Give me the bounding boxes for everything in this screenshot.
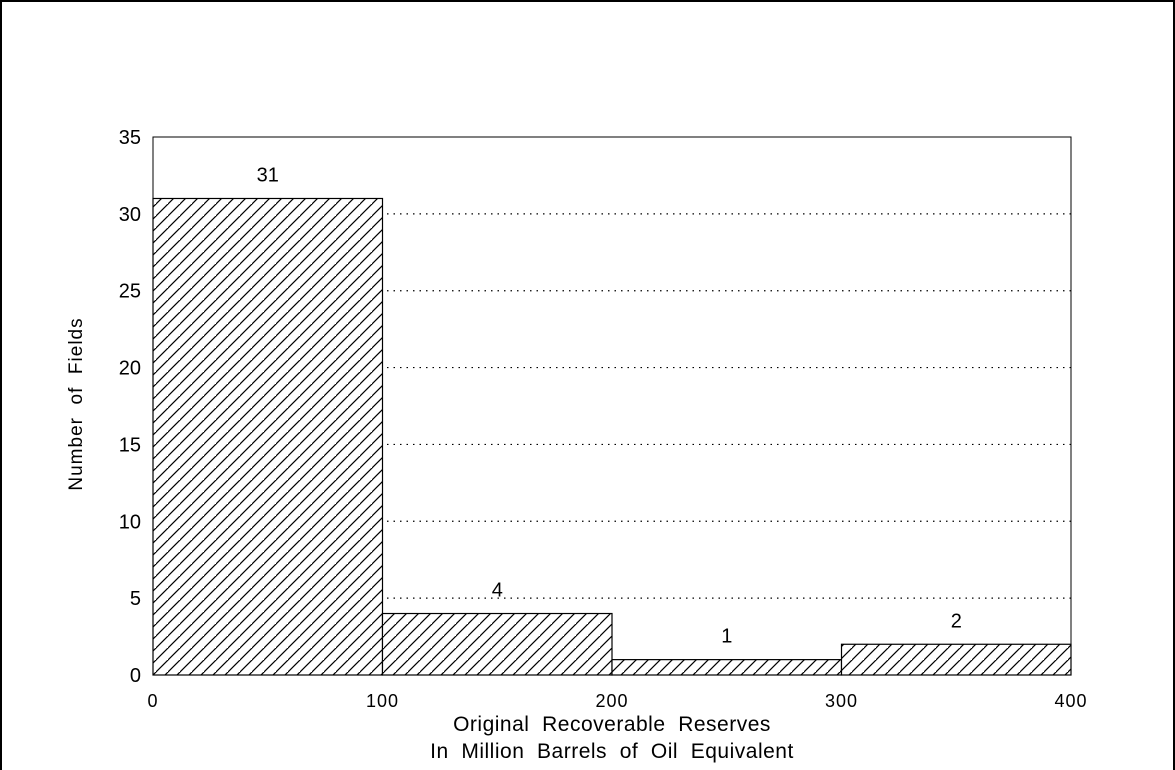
x-tick-label-100: 100 bbox=[366, 691, 399, 711]
bars bbox=[152, 197, 1072, 676]
bar-value-labels: 31 4 1 2 bbox=[257, 164, 962, 647]
y-tick-label-5: 5 bbox=[130, 588, 141, 610]
bar-300-400 bbox=[840, 643, 1072, 676]
bar-200-300 bbox=[611, 659, 843, 676]
x-axis-ticks: 0 100 200 300 400 bbox=[147, 691, 1087, 711]
x-tick-label-300: 300 bbox=[825, 691, 858, 711]
y-tick-label-25: 25 bbox=[119, 281, 141, 303]
x-tick-label-0: 0 bbox=[147, 691, 158, 711]
bar-value-label-0: 31 bbox=[257, 164, 279, 186]
y-tick-label-10: 10 bbox=[119, 511, 141, 533]
x-tick-label-200: 200 bbox=[595, 691, 628, 711]
y-tick-label-15: 15 bbox=[119, 434, 141, 456]
x-tick-label-400: 400 bbox=[1054, 691, 1087, 711]
y-axis-label: Number of Fields bbox=[66, 317, 87, 490]
bar-value-label-3: 2 bbox=[951, 610, 962, 632]
bar-0-100 bbox=[152, 197, 384, 676]
plot-area-border bbox=[152, 136, 1072, 676]
y-tick-label-20: 20 bbox=[119, 358, 141, 380]
x-axis-label-line-2: In Million Barrels of Oil Equivalent bbox=[430, 740, 794, 763]
y-tick-label-35: 35 bbox=[119, 127, 141, 149]
bar-value-label-1: 4 bbox=[492, 580, 503, 602]
y-tick-label-30: 30 bbox=[119, 204, 141, 226]
bar-value-label-2: 1 bbox=[721, 626, 732, 648]
bar-100-200 bbox=[381, 612, 613, 676]
x-axis-label-line-1: Original Recoverable Reserves bbox=[453, 713, 771, 736]
y-tick-label-0: 0 bbox=[130, 665, 141, 687]
y-axis-ticks: 0 5 10 15 20 25 30 35 bbox=[119, 127, 141, 687]
